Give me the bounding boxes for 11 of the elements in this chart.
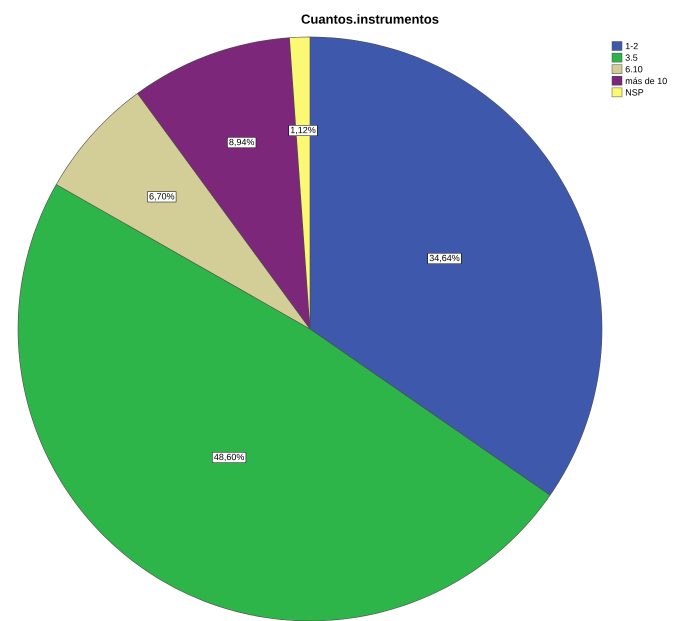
- legend-label: 1-2: [626, 42, 638, 49]
- legend-label: más de 10: [626, 77, 667, 84]
- data-label: 48,60%: [214, 454, 244, 462]
- data-label: 6,70%: [150, 192, 174, 200]
- legend-label: 6.10: [626, 66, 642, 72]
- legend-label: NSP: [626, 89, 644, 96]
- data-label: 34,64%: [430, 254, 460, 262]
- data-label: 1,12%: [290, 126, 316, 134]
- legend-label: 3.5: [626, 54, 638, 61]
- chart-title: Cuantos.instrumentos: [302, 14, 438, 24]
- data-label: 8,94%: [229, 138, 254, 146]
